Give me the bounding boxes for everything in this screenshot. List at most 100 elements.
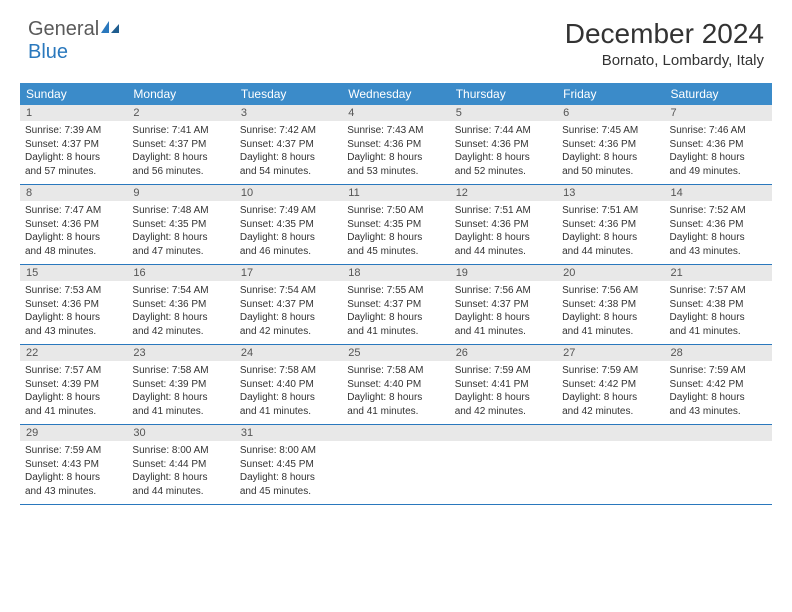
weekday-header: Thursday	[450, 83, 557, 105]
daylight-text-2: and 41 minutes.	[132, 405, 229, 419]
daylight-text-2: and 41 minutes.	[347, 405, 444, 419]
sunset-text: Sunset: 4:39 PM	[25, 378, 122, 392]
sunrise-text: Sunrise: 7:58 AM	[132, 364, 229, 378]
sunset-text: Sunset: 4:40 PM	[347, 378, 444, 392]
day-cell	[665, 441, 772, 504]
sunset-text: Sunset: 4:36 PM	[455, 138, 552, 152]
day-cell: Sunrise: 7:55 AMSunset: 4:37 PMDaylight:…	[342, 281, 449, 344]
logo-sail-icon	[101, 21, 119, 35]
logo-text-blue: Blue	[28, 41, 68, 63]
day-cell: Sunrise: 7:42 AMSunset: 4:37 PMDaylight:…	[235, 121, 342, 184]
sunrise-text: Sunrise: 7:51 AM	[562, 204, 659, 218]
sunrise-text: Sunrise: 7:45 AM	[562, 124, 659, 138]
sunset-text: Sunset: 4:36 PM	[25, 218, 122, 232]
day-cell: Sunrise: 7:51 AMSunset: 4:36 PMDaylight:…	[557, 201, 664, 264]
daylight-text-2: and 45 minutes.	[240, 485, 337, 499]
daylight-text-1: Daylight: 8 hours	[670, 391, 767, 405]
day-cell: Sunrise: 7:43 AMSunset: 4:36 PMDaylight:…	[342, 121, 449, 184]
daylight-text-2: and 41 minutes.	[562, 325, 659, 339]
sunrise-text: Sunrise: 7:59 AM	[562, 364, 659, 378]
daylight-text-2: and 46 minutes.	[240, 245, 337, 259]
daylight-text-2: and 50 minutes.	[562, 165, 659, 179]
day-number: 5	[450, 105, 557, 121]
day-cell: Sunrise: 7:59 AMSunset: 4:41 PMDaylight:…	[450, 361, 557, 424]
day-number: 22	[20, 345, 127, 361]
weekday-header: Wednesday	[342, 83, 449, 105]
sunrise-text: Sunrise: 7:51 AM	[455, 204, 552, 218]
daylight-text-1: Daylight: 8 hours	[347, 151, 444, 165]
day-number: 28	[665, 345, 772, 361]
day-cell: Sunrise: 8:00 AMSunset: 4:45 PMDaylight:…	[235, 441, 342, 504]
week-row: Sunrise: 7:53 AMSunset: 4:36 PMDaylight:…	[20, 281, 772, 345]
day-number	[557, 425, 664, 441]
sunset-text: Sunset: 4:36 PM	[562, 218, 659, 232]
sunset-text: Sunset: 4:44 PM	[132, 458, 229, 472]
day-cell: Sunrise: 7:56 AMSunset: 4:37 PMDaylight:…	[450, 281, 557, 344]
sunset-text: Sunset: 4:36 PM	[455, 218, 552, 232]
month-title: December 2024	[565, 18, 764, 50]
sunset-text: Sunset: 4:37 PM	[240, 138, 337, 152]
sunrise-text: Sunrise: 7:54 AM	[132, 284, 229, 298]
sunset-text: Sunset: 4:42 PM	[562, 378, 659, 392]
weekday-header: Saturday	[665, 83, 772, 105]
sunrise-text: Sunrise: 8:00 AM	[132, 444, 229, 458]
day-number: 13	[557, 185, 664, 201]
daylight-text-1: Daylight: 8 hours	[562, 391, 659, 405]
day-cell: Sunrise: 7:54 AMSunset: 4:37 PMDaylight:…	[235, 281, 342, 344]
day-number: 10	[235, 185, 342, 201]
daylight-text-2: and 57 minutes.	[25, 165, 122, 179]
calendar-table: SundayMondayTuesdayWednesdayThursdayFrid…	[20, 83, 772, 505]
weekday-header-row: SundayMondayTuesdayWednesdayThursdayFrid…	[20, 83, 772, 105]
day-cell: Sunrise: 7:54 AMSunset: 4:36 PMDaylight:…	[127, 281, 234, 344]
sunset-text: Sunset: 4:43 PM	[25, 458, 122, 472]
daylight-text-2: and 48 minutes.	[25, 245, 122, 259]
day-cell: Sunrise: 7:39 AMSunset: 4:37 PMDaylight:…	[20, 121, 127, 184]
sunrise-text: Sunrise: 7:59 AM	[455, 364, 552, 378]
daylight-text-1: Daylight: 8 hours	[670, 151, 767, 165]
daylight-text-2: and 42 minutes.	[132, 325, 229, 339]
daylight-text-2: and 42 minutes.	[240, 325, 337, 339]
day-number: 21	[665, 265, 772, 281]
daylight-text-1: Daylight: 8 hours	[240, 311, 337, 325]
sunset-text: Sunset: 4:39 PM	[132, 378, 229, 392]
day-number: 17	[235, 265, 342, 281]
daylight-text-2: and 49 minutes.	[670, 165, 767, 179]
daylight-text-1: Daylight: 8 hours	[25, 151, 122, 165]
daylight-text-2: and 42 minutes.	[455, 405, 552, 419]
day-number: 29	[20, 425, 127, 441]
sunrise-text: Sunrise: 7:50 AM	[347, 204, 444, 218]
sunset-text: Sunset: 4:36 PM	[562, 138, 659, 152]
daylight-text-1: Daylight: 8 hours	[240, 151, 337, 165]
daylight-text-2: and 43 minutes.	[670, 405, 767, 419]
daylight-text-2: and 44 minutes.	[562, 245, 659, 259]
day-number	[342, 425, 449, 441]
sunrise-text: Sunrise: 7:56 AM	[562, 284, 659, 298]
day-cell: Sunrise: 7:49 AMSunset: 4:35 PMDaylight:…	[235, 201, 342, 264]
daylight-text-2: and 41 minutes.	[25, 405, 122, 419]
daylight-text-1: Daylight: 8 hours	[132, 311, 229, 325]
sunset-text: Sunset: 4:35 PM	[132, 218, 229, 232]
daylight-text-2: and 54 minutes.	[240, 165, 337, 179]
sunrise-text: Sunrise: 7:47 AM	[25, 204, 122, 218]
sunrise-text: Sunrise: 7:39 AM	[25, 124, 122, 138]
sunrise-text: Sunrise: 7:46 AM	[670, 124, 767, 138]
sunrise-text: Sunrise: 7:44 AM	[455, 124, 552, 138]
day-cell: Sunrise: 7:59 AMSunset: 4:42 PMDaylight:…	[665, 361, 772, 424]
day-cell: Sunrise: 7:50 AMSunset: 4:35 PMDaylight:…	[342, 201, 449, 264]
weeks-container: 1234567Sunrise: 7:39 AMSunset: 4:37 PMDa…	[20, 105, 772, 505]
sunrise-text: Sunrise: 7:56 AM	[455, 284, 552, 298]
daylight-text-2: and 52 minutes.	[455, 165, 552, 179]
sunset-text: Sunset: 4:38 PM	[562, 298, 659, 312]
daylight-text-1: Daylight: 8 hours	[455, 391, 552, 405]
day-cell	[557, 441, 664, 504]
daylight-text-1: Daylight: 8 hours	[25, 231, 122, 245]
daylight-text-1: Daylight: 8 hours	[347, 231, 444, 245]
day-number: 11	[342, 185, 449, 201]
day-cell: Sunrise: 7:51 AMSunset: 4:36 PMDaylight:…	[450, 201, 557, 264]
sunrise-text: Sunrise: 8:00 AM	[240, 444, 337, 458]
day-number: 2	[127, 105, 234, 121]
day-number: 16	[127, 265, 234, 281]
weekday-header: Sunday	[20, 83, 127, 105]
day-cell: Sunrise: 7:58 AMSunset: 4:39 PMDaylight:…	[127, 361, 234, 424]
logo-text-general: General	[28, 18, 99, 40]
